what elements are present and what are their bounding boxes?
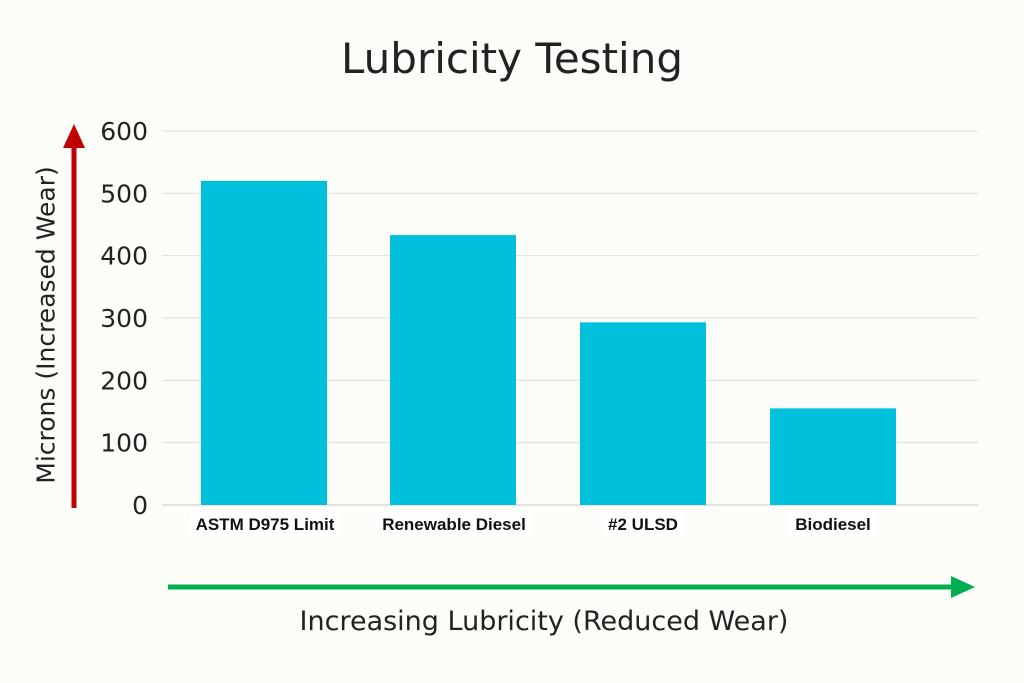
y-tick-label: 500	[100, 179, 148, 208]
y-arrowhead-icon	[63, 124, 85, 148]
y-tick-label: 300	[100, 304, 148, 333]
category-label-biodiesel: Biodiesel	[753, 512, 913, 538]
category-label-ulsd: #2 ULSD	[563, 512, 723, 538]
bar	[201, 180, 327, 505]
y-tick-label: 600	[100, 117, 148, 146]
y-tick-label: 100	[100, 429, 148, 458]
y-tick-label: 400	[100, 242, 148, 271]
category-label-renewable: Renewable Diesel	[373, 512, 535, 538]
chart-title: Lubricity Testing	[341, 34, 683, 83]
category-label-astm: ASTM D975 Limit	[185, 512, 345, 538]
y-tick-label: 200	[100, 366, 148, 395]
x-axis-label: Increasing Lubricity (Reduced Wear)	[299, 606, 789, 637]
y-tick-label: 0	[132, 491, 148, 520]
bar	[770, 408, 896, 505]
bar	[580, 322, 706, 505]
x-arrowhead-icon	[951, 576, 975, 598]
bar	[390, 235, 516, 505]
